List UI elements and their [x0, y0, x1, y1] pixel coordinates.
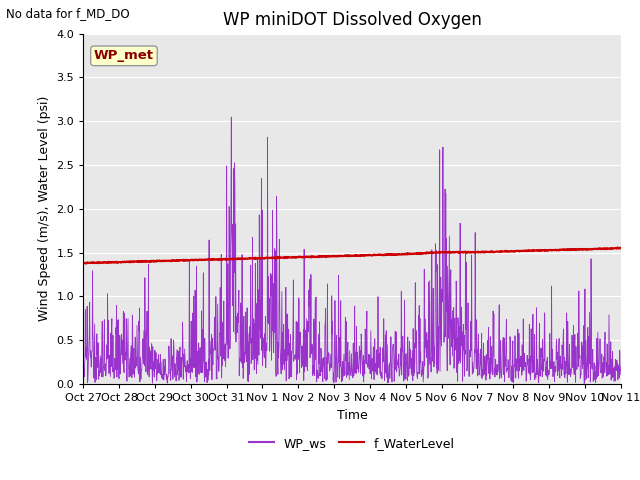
WP_ws — [79, 311, 87, 317]
Title: WP miniDOT Dissolved Oxygen: WP miniDOT Dissolved Oxygen — [223, 11, 481, 29]
WP_ws — [328, 319, 336, 324]
WP_ws — [617, 372, 625, 377]
Text: WP_met: WP_met — [94, 49, 154, 62]
f_WaterLevel — [143, 259, 151, 264]
WP_ws — [227, 114, 235, 120]
WP_ws — [319, 379, 326, 384]
WP_ws — [121, 354, 129, 360]
Line: f_WaterLevel: f_WaterLevel — [83, 247, 621, 264]
WP_ws — [386, 360, 394, 366]
f_WaterLevel — [319, 253, 326, 259]
f_WaterLevel — [614, 244, 621, 250]
f_WaterLevel — [386, 252, 394, 257]
f_WaterLevel — [328, 253, 336, 259]
f_WaterLevel — [122, 259, 129, 265]
f_WaterLevel — [83, 261, 90, 266]
Y-axis label: Wind Speed (m/s), Water Level (psi): Wind Speed (m/s), Water Level (psi) — [38, 96, 51, 322]
f_WaterLevel — [308, 253, 316, 259]
Text: No data for f_MD_DO: No data for f_MD_DO — [6, 7, 130, 20]
Legend: WP_ws, f_WaterLevel: WP_ws, f_WaterLevel — [244, 432, 460, 455]
Line: WP_ws: WP_ws — [83, 117, 621, 384]
WP_ws — [308, 351, 316, 357]
X-axis label: Time: Time — [337, 408, 367, 421]
f_WaterLevel — [617, 245, 625, 251]
WP_ws — [143, 334, 150, 339]
WP_ws — [580, 381, 588, 386]
f_WaterLevel — [79, 260, 87, 266]
